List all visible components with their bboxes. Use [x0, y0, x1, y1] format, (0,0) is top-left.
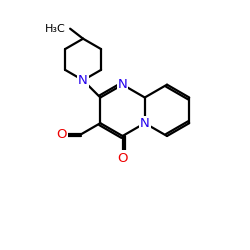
- Text: N: N: [118, 78, 128, 91]
- Text: O: O: [117, 152, 128, 164]
- Text: N: N: [78, 74, 88, 87]
- Text: O: O: [56, 128, 66, 141]
- Text: N: N: [140, 117, 150, 130]
- Text: H₃C: H₃C: [45, 24, 66, 34]
